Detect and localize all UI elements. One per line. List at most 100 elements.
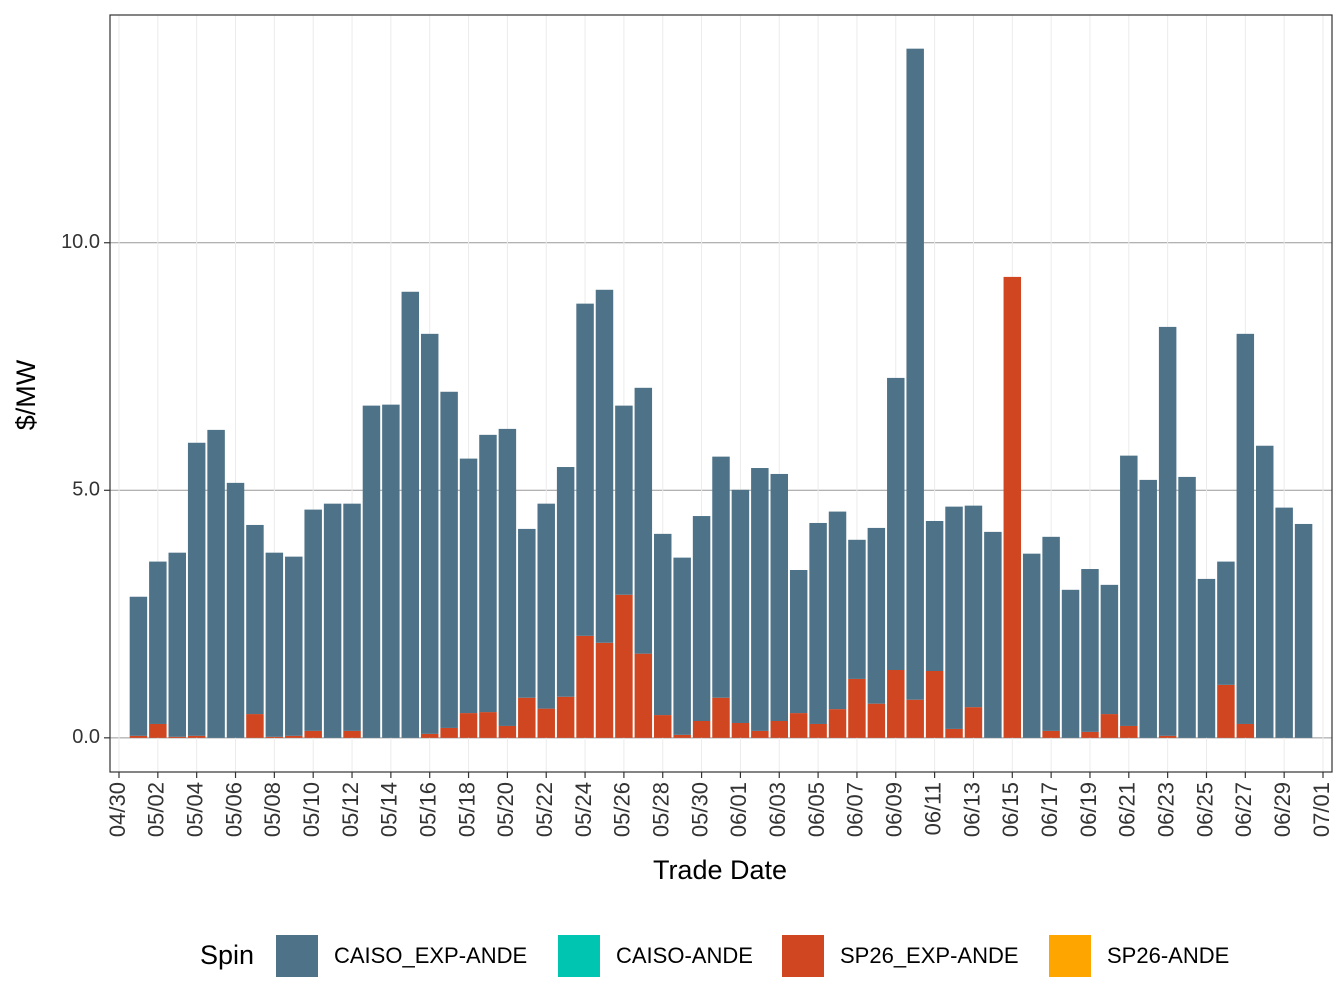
bar bbox=[887, 670, 905, 738]
bar bbox=[712, 697, 730, 738]
legend-key bbox=[782, 935, 824, 977]
bar bbox=[1120, 725, 1138, 738]
y-tick-label: 10.0 bbox=[61, 231, 100, 253]
bar bbox=[615, 594, 633, 738]
x-tick-label: 06/27 bbox=[1231, 782, 1256, 837]
bar bbox=[673, 734, 691, 738]
bar bbox=[459, 458, 478, 714]
bar bbox=[770, 721, 788, 738]
bar bbox=[149, 723, 167, 738]
bar bbox=[712, 456, 730, 698]
legend-key bbox=[1049, 935, 1091, 977]
bar bbox=[1100, 714, 1119, 738]
x-tick-label: 06/29 bbox=[1270, 782, 1295, 837]
bar bbox=[420, 733, 439, 738]
bar bbox=[1217, 561, 1235, 685]
bar bbox=[187, 735, 206, 738]
bar bbox=[1217, 684, 1235, 738]
legend-label: CAISO-ANDE bbox=[616, 943, 753, 968]
x-tick-label: 06/07 bbox=[843, 782, 868, 837]
bar bbox=[1139, 479, 1157, 738]
bar bbox=[537, 503, 555, 709]
bar bbox=[692, 721, 711, 738]
x-tick-label: 05/26 bbox=[610, 782, 635, 837]
bar bbox=[1158, 735, 1177, 738]
bar bbox=[420, 333, 439, 734]
bar bbox=[440, 727, 458, 738]
x-tick-label: 05/24 bbox=[571, 782, 596, 837]
x-tick-label: 06/05 bbox=[804, 782, 829, 837]
x-tick-label: 05/20 bbox=[493, 782, 518, 837]
bar bbox=[537, 708, 555, 738]
bar bbox=[1197, 578, 1216, 738]
bar bbox=[595, 289, 614, 643]
bar bbox=[789, 570, 808, 714]
bar bbox=[168, 736, 186, 738]
bar bbox=[906, 699, 924, 738]
x-tick-label: 06/15 bbox=[998, 782, 1023, 837]
bar bbox=[498, 428, 517, 726]
bar bbox=[401, 291, 420, 738]
legend-key bbox=[558, 935, 600, 977]
bar bbox=[925, 671, 944, 738]
bar bbox=[285, 556, 303, 736]
bar bbox=[1042, 536, 1060, 731]
bar bbox=[751, 730, 769, 738]
bar bbox=[789, 713, 808, 738]
bar bbox=[731, 489, 750, 723]
bar bbox=[925, 520, 944, 672]
bar bbox=[498, 725, 517, 738]
x-tick-label: 05/18 bbox=[454, 782, 479, 837]
bar bbox=[1236, 333, 1255, 724]
bar bbox=[226, 482, 245, 738]
bar bbox=[1003, 276, 1022, 738]
legend-label: SP26-ANDE bbox=[1107, 943, 1229, 968]
bar bbox=[304, 730, 322, 738]
x-tick-label: 04/30 bbox=[105, 782, 130, 837]
panel-border bbox=[109, 14, 1333, 773]
bar bbox=[1275, 507, 1293, 738]
legend-title: Spin bbox=[200, 940, 254, 970]
x-tick-label: 05/10 bbox=[299, 782, 324, 837]
bar bbox=[751, 468, 769, 731]
bar bbox=[673, 557, 691, 735]
bar bbox=[731, 722, 750, 738]
x-tick-label: 05/08 bbox=[260, 782, 285, 837]
bar bbox=[265, 736, 284, 738]
bar bbox=[1061, 589, 1080, 738]
bar bbox=[1178, 476, 1196, 738]
bar bbox=[615, 405, 633, 595]
legend-label: CAISO_EXP-ANDE bbox=[334, 943, 527, 968]
bar bbox=[692, 516, 711, 722]
bar bbox=[479, 434, 497, 713]
bar bbox=[556, 467, 575, 697]
bar bbox=[518, 697, 536, 738]
bar bbox=[1081, 731, 1099, 738]
x-tick-label: 05/22 bbox=[532, 782, 557, 837]
bar bbox=[1158, 326, 1177, 736]
x-tick-label: 05/12 bbox=[338, 782, 363, 837]
y-tick-label: 5.0 bbox=[72, 479, 100, 501]
legend-label: SP26_EXP-ANDE bbox=[840, 943, 1019, 968]
bar bbox=[129, 596, 148, 736]
x-tick-label: 06/03 bbox=[765, 782, 790, 837]
bar bbox=[828, 511, 847, 710]
x-tick-label: 06/21 bbox=[1115, 782, 1140, 837]
bar bbox=[382, 404, 400, 738]
bar bbox=[828, 709, 847, 738]
x-tick-label: 07/01 bbox=[1309, 782, 1334, 837]
bar bbox=[945, 728, 963, 738]
x-tick-label: 06/01 bbox=[726, 782, 751, 837]
bar bbox=[595, 642, 614, 738]
bar bbox=[1120, 455, 1138, 726]
bar bbox=[1022, 553, 1041, 738]
bar bbox=[1236, 723, 1255, 738]
bar bbox=[304, 509, 322, 731]
bar bbox=[1294, 523, 1313, 738]
bar bbox=[945, 506, 963, 729]
x-tick-label: 05/04 bbox=[182, 782, 207, 837]
bar bbox=[1081, 569, 1099, 732]
bar bbox=[964, 505, 983, 708]
bar bbox=[246, 524, 264, 715]
